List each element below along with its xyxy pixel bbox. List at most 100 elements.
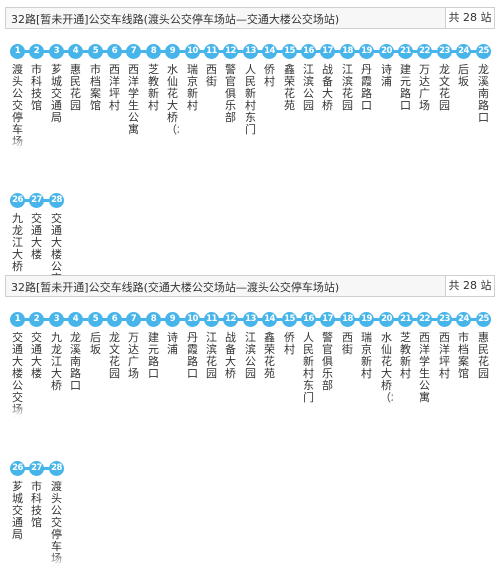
stop-name[interactable]: 丹霞路口 (361, 63, 372, 112)
stop-name[interactable]: 鑫荣花苑 (284, 63, 295, 112)
stop-name[interactable]: 建元路口 (148, 331, 159, 380)
stop-name[interactable]: 万达广场 (419, 63, 430, 112)
stop-name[interactable]: 江滨公园 (245, 331, 256, 380)
stop-name[interactable]: 警官俱乐部 (225, 63, 236, 124)
stop-number-badge: 23 (437, 312, 452, 327)
stop-name[interactable]: 诗浦 (381, 63, 392, 88)
stop-number-badge: 22 (417, 312, 432, 327)
stop-name[interactable]: 建元路口 (400, 63, 411, 112)
stop-number-badge: 7 (126, 312, 141, 327)
stop-name[interactable]: 警官俱乐部 (322, 331, 333, 392)
route-connector (393, 50, 399, 53)
route-title[interactable]: 32路[暂未开通]公交车线路(渡头公交停车场站—交通大楼公交场站) (11, 13, 340, 26)
stop-count: 共 28 站 (445, 8, 494, 28)
stop-name[interactable]: 市档案馆 (90, 63, 101, 112)
route-connector (43, 467, 49, 470)
route-connector (24, 467, 30, 470)
stop-name[interactable]: 龙溪南路口 (70, 331, 81, 392)
stop-number-badge: 9 (165, 44, 180, 59)
stop-name[interactable]: 渡头公交停车场站 (12, 64, 23, 149)
route-connector (102, 318, 108, 321)
stop-number-badge: 22 (417, 44, 432, 59)
route-connector (257, 50, 263, 53)
stop-name[interactable]: 龙溪南路口 (478, 63, 489, 124)
stop-number-badge: 14 (262, 312, 277, 327)
stop-number-badge: 2 (29, 312, 44, 327)
route-connector (354, 50, 360, 53)
stop-name[interactable]: 诗浦 (167, 331, 178, 356)
route-connector (451, 318, 457, 321)
stop-name[interactable]: 西街 (342, 331, 353, 356)
stop-name[interactable]: 西洋学生公寓 (128, 63, 139, 136)
stop-name[interactable]: 交通大楼公交场站 (12, 332, 23, 417)
route-connector (334, 50, 340, 53)
route-connector (82, 318, 88, 321)
stop-number-badge: 28 (49, 461, 64, 476)
stop-name[interactable]: 交通大楼 (31, 331, 42, 380)
stop-name[interactable]: 水仙花大桥（北） (166, 64, 179, 136)
stop-number-badge: 1 (10, 312, 25, 327)
stop-number-badge: 11 (204, 44, 219, 59)
stop-name[interactable]: 市科技馆 (31, 480, 42, 529)
route-connector (140, 50, 146, 53)
stop-name[interactable]: 人民新村东门 (245, 63, 256, 136)
stop-name[interactable]: 侨村 (264, 63, 275, 88)
stop-name[interactable]: 市档案馆 (458, 331, 469, 380)
text-fade-overlay (165, 136, 182, 150)
stop-name[interactable]: 芗城交通局 (12, 480, 23, 541)
stop-name[interactable]: 惠民花园 (478, 331, 489, 380)
stop-number-badge: 6 (107, 312, 122, 327)
stop-name[interactable]: 后坂 (90, 331, 101, 356)
stop-number-badge: 20 (379, 312, 394, 327)
stop-number-badge: 25 (476, 44, 491, 59)
stop-name[interactable]: 龙文花园 (109, 331, 120, 380)
stop-name[interactable]: 后坂 (458, 63, 469, 88)
stop-number-badge: 8 (146, 312, 161, 327)
stop-number-badge: 19 (359, 312, 374, 327)
route-connector (82, 50, 88, 53)
stop-name[interactable]: 鑫荣花苑 (264, 331, 275, 380)
stop-name[interactable]: 侨村 (284, 331, 295, 356)
stop-name[interactable]: 丹霞路口 (187, 331, 198, 380)
stop-count: 共 28 站 (445, 276, 494, 296)
stop-name[interactable]: 万达广场 (128, 331, 139, 380)
stop-name[interactable]: 芝教新村 (400, 331, 411, 380)
stop-number-badge: 16 (301, 312, 316, 327)
route-connector (43, 318, 49, 321)
stop-name[interactable]: 战备大桥 (322, 63, 333, 112)
route-panel-return: 32路[暂未开通]公交车线路(交通大楼公交场站—渡头公交停车场站) 共 28 站… (5, 275, 495, 567)
stop-name[interactable]: 西街 (206, 63, 217, 88)
route-title[interactable]: 32路[暂未开通]公交车线路(交通大楼公交场站—渡头公交停车场站) (11, 281, 340, 294)
stop-name[interactable]: 人民新村东门 (303, 331, 314, 404)
route-connector (160, 318, 166, 321)
stop-number-badge: 7 (126, 44, 141, 59)
stop-name[interactable]: 渡头公交停车场站 (51, 481, 62, 566)
stop-name[interactable]: 西洋学生公寓 (419, 331, 430, 404)
stop-name[interactable]: 芗城交通局 (51, 63, 62, 124)
route-connector (276, 50, 282, 53)
stop-name[interactable]: 九龙江大桥 (51, 331, 62, 392)
stop-name[interactable]: 江滨花园 (342, 63, 353, 112)
stop-name[interactable]: 交通大楼 (31, 212, 42, 261)
stop-name[interactable]: 瑞京新村 (361, 331, 372, 380)
stop-name[interactable]: 龙文花园 (439, 63, 450, 112)
stop-number-badge: 6 (107, 44, 122, 59)
stop-number-badge: 10 (185, 44, 200, 59)
stop-name[interactable]: 瑞京新村 (187, 63, 198, 112)
stop-name[interactable]: 战备大桥 (225, 331, 236, 380)
stop-number-badge: 3 (49, 44, 64, 59)
stop-name[interactable]: 江滨花园 (206, 331, 217, 380)
stop-name[interactable]: 西洋坪村 (439, 331, 450, 380)
stop-name[interactable]: 西洋坪村 (109, 63, 120, 112)
route-header: 32路[暂未开通]公交车线路(渡头公交停车场站—交通大楼公交场站) 共 28 站 (5, 7, 495, 29)
stop-name[interactable]: 九龙江大桥 (12, 212, 23, 273)
stop-name[interactable]: 市科技馆 (31, 63, 42, 112)
stop-name[interactable]: 水仙花大桥（北） (380, 332, 393, 404)
stop-name[interactable]: 江滨公园 (303, 63, 314, 112)
stop-name[interactable]: 惠民花园 (70, 63, 81, 112)
stop-name[interactable]: 芝教新村 (148, 63, 159, 112)
stop-number-badge: 19 (359, 44, 374, 59)
stop-number-badge: 24 (456, 44, 471, 59)
stop-number-badge: 28 (49, 193, 64, 208)
route-connector (179, 318, 185, 321)
